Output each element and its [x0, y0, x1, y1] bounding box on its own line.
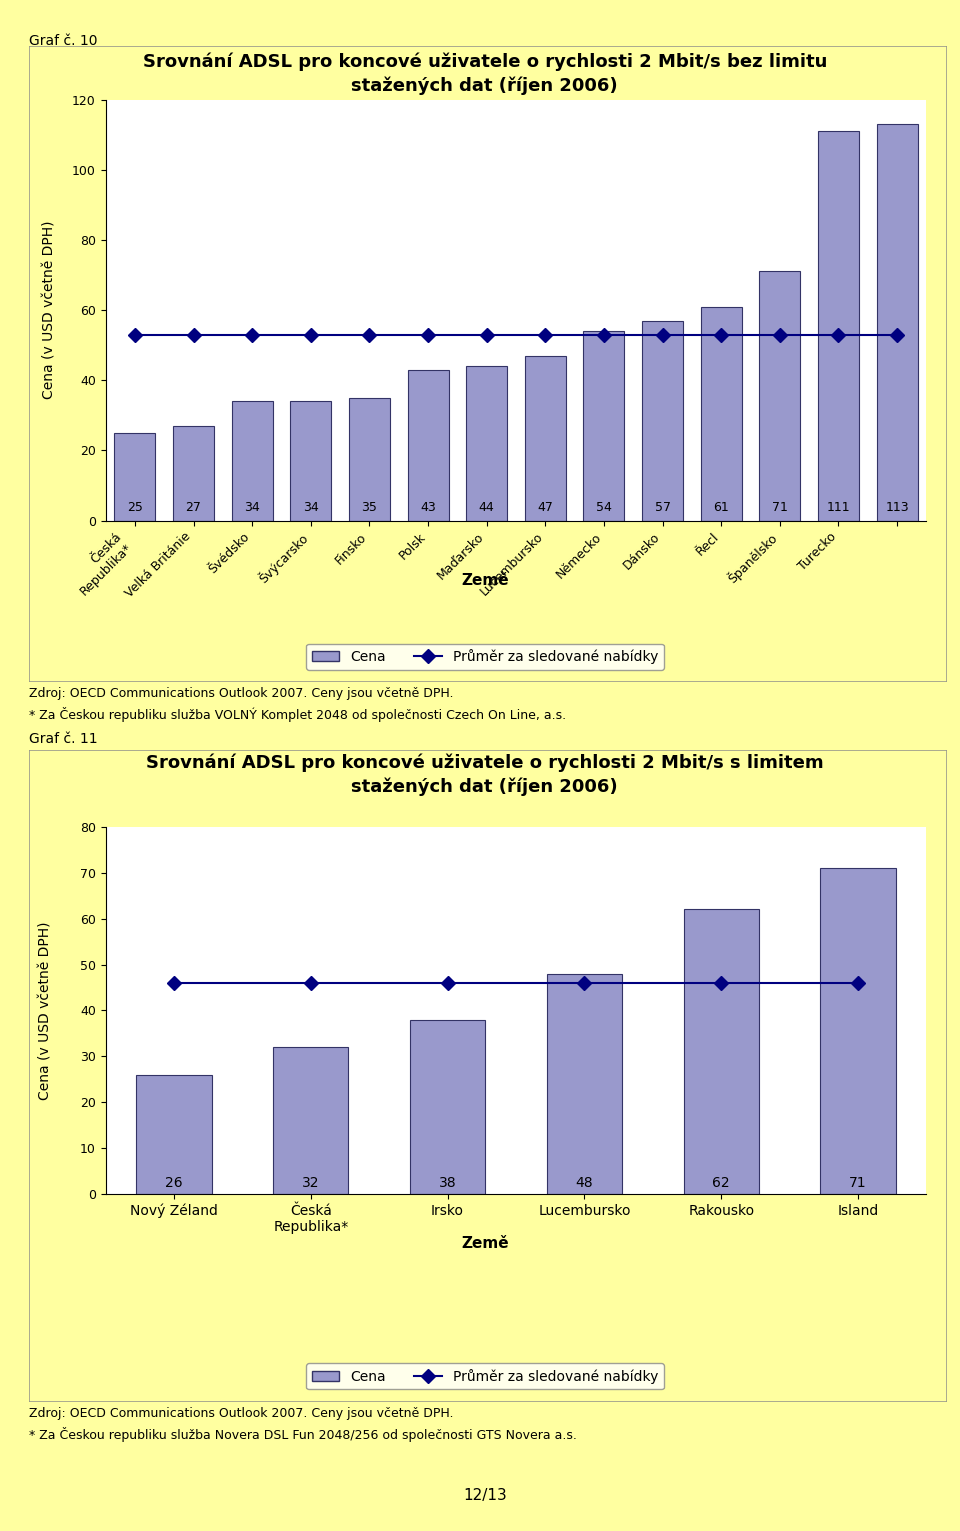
- Text: 32: 32: [302, 1176, 320, 1190]
- Bar: [876, 124, 918, 521]
- Bar: [547, 974, 622, 1194]
- Bar: [173, 426, 214, 521]
- Bar: [114, 433, 156, 521]
- Bar: [584, 331, 624, 521]
- Text: Srovnání ADSL pro koncové uživatele o rychlosti 2 Mbit/s s limitem: Srovnání ADSL pro koncové uživatele o ry…: [146, 753, 824, 772]
- Text: 47: 47: [538, 501, 553, 513]
- Bar: [684, 909, 758, 1194]
- Text: 48: 48: [576, 1176, 593, 1190]
- Text: 54: 54: [596, 501, 612, 513]
- Bar: [410, 1020, 485, 1194]
- Text: stažených dat (říjen 2006): stažených dat (říjen 2006): [351, 778, 618, 796]
- Text: Zdroj: OECD Communications Outlook 2007. Ceny jsou včetně DPH.: Zdroj: OECD Communications Outlook 2007.…: [29, 1407, 453, 1419]
- Bar: [642, 320, 684, 521]
- Bar: [290, 401, 331, 521]
- Bar: [231, 401, 273, 521]
- Text: 34: 34: [303, 501, 319, 513]
- Bar: [821, 868, 896, 1194]
- Text: 71: 71: [850, 1176, 867, 1190]
- Text: Graf č. 10: Graf č. 10: [29, 34, 97, 47]
- Text: 62: 62: [712, 1176, 730, 1190]
- Text: 25: 25: [127, 501, 143, 513]
- Bar: [467, 366, 507, 521]
- Text: Graf č. 11: Graf č. 11: [29, 732, 97, 746]
- Bar: [408, 369, 448, 521]
- Text: Srovnání ADSL pro koncové uživatele o rychlosti 2 Mbit/s bez limitu: Srovnání ADSL pro koncové uživatele o ry…: [143, 52, 827, 70]
- Text: 12/13: 12/13: [463, 1488, 507, 1503]
- Text: 61: 61: [713, 501, 729, 513]
- Text: 38: 38: [439, 1176, 456, 1190]
- Bar: [759, 271, 801, 521]
- Bar: [274, 1047, 348, 1194]
- Text: Zdroj: OECD Communications Outlook 2007. Ceny jsou včetně DPH.: Zdroj: OECD Communications Outlook 2007.…: [29, 687, 453, 700]
- Text: Země: Země: [461, 573, 509, 588]
- Y-axis label: Cena (v USD včetně DPH): Cena (v USD včetně DPH): [38, 922, 52, 1099]
- Text: 26: 26: [165, 1176, 182, 1190]
- Text: 43: 43: [420, 501, 436, 513]
- Text: 71: 71: [772, 501, 788, 513]
- Legend: Cena, Průměr za sledované nabídky: Cena, Průměr za sledované nabídky: [306, 1363, 663, 1389]
- Bar: [701, 306, 742, 521]
- Text: stažených dat (říjen 2006): stažených dat (říjen 2006): [351, 77, 618, 95]
- Bar: [525, 355, 565, 521]
- Text: * Za Českou republiku služba Novera DSL Fun 2048/256 od společnosti GTS Novera a: * Za Českou republiku služba Novera DSL …: [29, 1427, 577, 1442]
- Y-axis label: Cena (v USD včetně DPH): Cena (v USD včetně DPH): [42, 220, 57, 400]
- Text: 57: 57: [655, 501, 671, 513]
- Text: 111: 111: [827, 501, 851, 513]
- Text: 34: 34: [244, 501, 260, 513]
- Text: 27: 27: [185, 501, 202, 513]
- Bar: [348, 398, 390, 521]
- Legend: Cena, Průměr za sledované nabídky: Cena, Průměr za sledované nabídky: [306, 643, 663, 669]
- Text: 44: 44: [479, 501, 494, 513]
- Bar: [818, 132, 859, 521]
- Text: * Za Českou republiku služba VOLNÝ Komplet 2048 od společnosti Czech On Line, a.: * Za Českou republiku služba VOLNÝ Kompl…: [29, 707, 566, 723]
- Text: 113: 113: [885, 501, 909, 513]
- Text: Země: Země: [461, 1236, 509, 1251]
- Text: 35: 35: [362, 501, 377, 513]
- Bar: [136, 1075, 211, 1194]
